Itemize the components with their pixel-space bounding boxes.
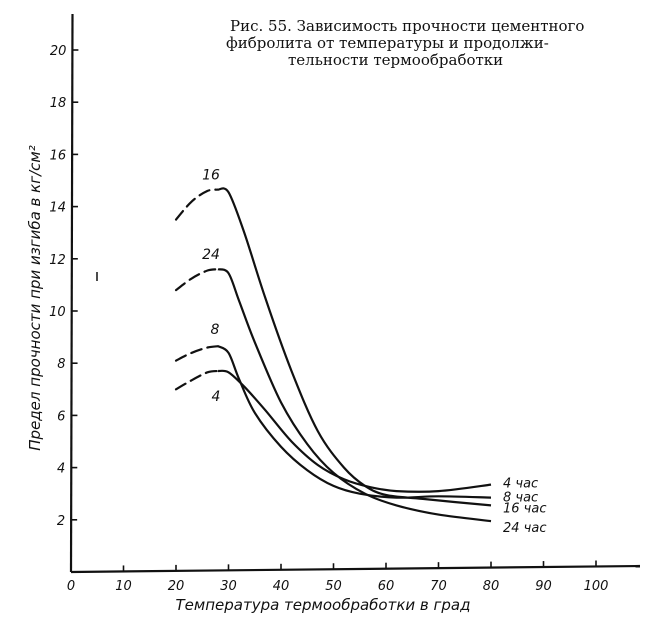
- series-16-line: [217, 187, 492, 507]
- x-tick-label: 60: [378, 579, 395, 594]
- x-tick-label: 40: [273, 579, 290, 594]
- y-tick-label: 4: [57, 462, 65, 477]
- series-label-8: 8 час: [503, 491, 538, 506]
- curves: [174, 187, 492, 523]
- curve-label-4: 4: [212, 389, 221, 405]
- curve-label-24: 24: [202, 247, 220, 263]
- curve-label-16: 16: [202, 168, 220, 184]
- figure-caption: Рис. 55. Зависимость прочности цементног…: [226, 18, 656, 69]
- series-4-line: [217, 369, 492, 493]
- caption-line-1: Рис. 55. Зависимость прочности цементног…: [230, 17, 585, 35]
- series-8-dashed-segment: [174, 345, 220, 362]
- series-4-dashed-segment: [174, 369, 220, 391]
- x-tick-label: 90: [535, 579, 552, 594]
- y-tick-label: 2: [57, 514, 65, 529]
- caption-line-2: фибролита от температуры и продолжи-: [226, 34, 549, 52]
- y-tick-label: 18: [50, 96, 67, 111]
- y-tick-label: 6: [57, 409, 65, 424]
- y-axis-line: [69, 13, 74, 573]
- x-tick-label: 10: [115, 579, 132, 594]
- x-tick-label: 80: [483, 579, 500, 594]
- labels: 4 4 час 8 8 час 16 16 час 24 24 час: [202, 168, 546, 536]
- y-tick-label: 16: [50, 148, 67, 163]
- series-16-dashed-segment: [174, 188, 220, 221]
- caption-line-3: тельности термообработки: [288, 51, 504, 69]
- curve-label-8: 8: [211, 322, 220, 338]
- series-24-line: [217, 268, 492, 523]
- x-axis-line: [70, 564, 641, 574]
- axes: [69, 13, 641, 574]
- x-tick-label: 0: [67, 579, 75, 594]
- y-tick-label: 10: [49, 305, 66, 320]
- series-24-dashed-segment: [174, 268, 220, 292]
- series-8-line: [217, 345, 492, 499]
- series-label-24: 24 час: [503, 521, 546, 536]
- y-axis-label: Предел прочности при изгиба в кг/см²: [26, 145, 44, 450]
- series-label-16: 16 час: [503, 501, 546, 516]
- x-tick-label: 100: [584, 579, 609, 594]
- x-tick-label: 20: [168, 579, 185, 594]
- series-label-4: 4 час: [503, 477, 538, 492]
- y-tick-label: 12: [49, 253, 66, 268]
- x-tick-label: 50: [325, 579, 342, 594]
- x-axis-label: Температура термообработки в град: [176, 596, 471, 614]
- y-tick-label: 14: [49, 201, 66, 216]
- y-tick-label: 20: [50, 44, 67, 59]
- x-tick-label: 70: [430, 579, 447, 594]
- x-tick-label: 30: [220, 579, 237, 594]
- y-tick-label: 8: [57, 357, 65, 372]
